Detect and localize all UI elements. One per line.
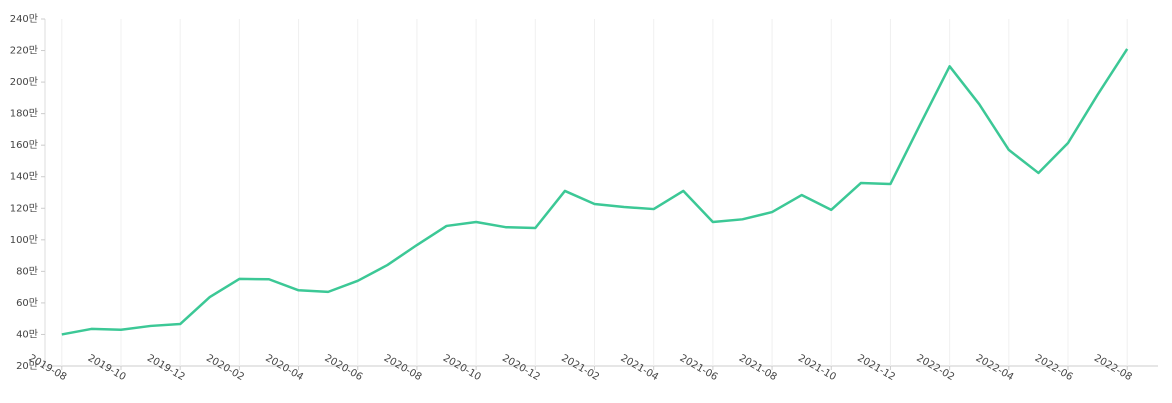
y-tick-label: 40만	[16, 328, 38, 340]
y-tick-label: 180만	[10, 108, 38, 120]
y-tick-label: 200만	[10, 76, 38, 88]
y-tick-label: 20만	[16, 360, 38, 372]
y-tick-label: 120만	[10, 202, 38, 214]
y-tick-label: 140만	[10, 171, 38, 183]
y-tick-label: 60만	[16, 297, 38, 309]
data-line	[61, 48, 1129, 336]
y-tick-label: 240만	[10, 13, 38, 25]
y-tick-label: 100만	[10, 234, 38, 246]
y-tick-label: 220만	[10, 45, 38, 57]
y-tick-label: 80만	[16, 265, 38, 277]
y-tick-label: 160만	[10, 139, 38, 151]
